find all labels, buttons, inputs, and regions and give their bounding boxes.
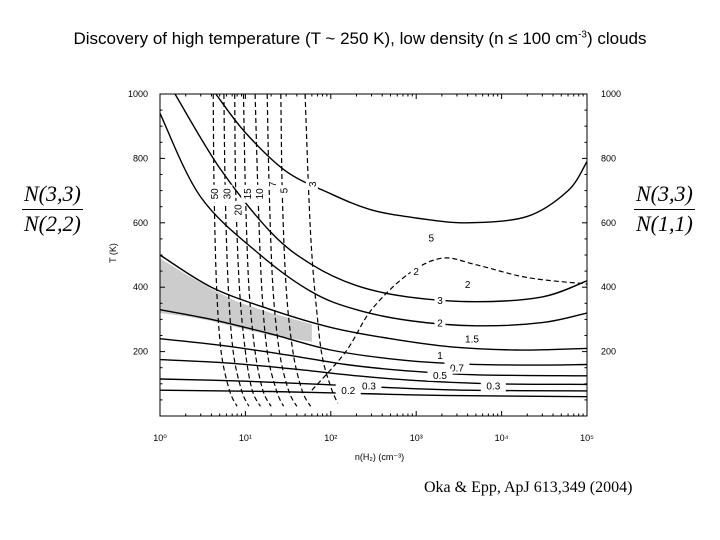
contour-label-bg-14 [434, 348, 446, 361]
title-text: Discovery of high temperature (T ~ 250 K… [73, 29, 579, 48]
dashed-contour-2 [234, 94, 261, 407]
solid-contour-1 [174, 94, 587, 303]
contour-label-bg-0 [208, 184, 221, 203]
contour-label-bg-16 [427, 368, 453, 381]
contour-label-bg-5 [266, 178, 279, 190]
x-tick-label-2: 10² [324, 433, 337, 443]
contour-label-bg-4 [253, 184, 266, 203]
contour-label-4: 10 [255, 188, 266, 200]
solid-contour-0 [215, 94, 587, 224]
contour-label-bg-11 [434, 294, 446, 307]
solid-contour-3 [160, 254, 587, 351]
dashed-contour-8 [311, 257, 587, 391]
contour-label-15: 0.7 [450, 364, 464, 375]
dashed-contour-4 [254, 94, 285, 407]
y-tick-label-right-0: 200 [601, 347, 616, 357]
dashed-contour-5 [266, 94, 298, 407]
contour-label-bg-6 [277, 185, 290, 197]
contour-label-5: 7 [268, 181, 279, 187]
dashed-contour-3 [242, 94, 272, 407]
contour-label-9: 2 [413, 267, 419, 278]
contour-label-bg-8 [425, 231, 437, 244]
y-tick-label-right-2: 600 [601, 218, 616, 228]
y-tick-label-left-4: 1000 [128, 89, 148, 99]
solid-contour-2 [160, 112, 587, 327]
y-tick-label-left-0: 200 [133, 347, 148, 357]
dashed-contour-1 [223, 94, 250, 407]
right-ratio-numerator: N(3,3) [634, 183, 695, 210]
contour-label-13: 1.5 [465, 335, 479, 346]
contour-label-bg-1 [220, 184, 233, 203]
contour-label-17: 0.3 [486, 381, 500, 392]
y-tick-label-left-3: 800 [133, 153, 148, 163]
contour-label-bg-3 [241, 184, 254, 203]
contour-label-bg-10 [462, 277, 474, 290]
citation: Oka & Epp, ApJ 613,349 (2004) [424, 479, 633, 496]
y-tick-label-right-4: 1000 [601, 89, 621, 99]
page-title: Discovery of high temperature (T ~ 250 K… [0, 29, 720, 49]
solid-contour-5 [160, 338, 587, 377]
contour-label-1: 30 [222, 188, 233, 200]
x-axis-label: n(H₂) (cm⁻³) [355, 452, 404, 462]
y-tick-label-left-2: 600 [133, 218, 148, 228]
title-end: ) clouds [586, 29, 647, 48]
contour-label-6: 5 [280, 187, 291, 193]
contour-label-14: 1 [437, 351, 443, 362]
left-ratio-denominator: N(2,2) [24, 211, 81, 236]
left-ratio-numerator: N(3,3) [22, 183, 83, 210]
contour-label-18: 0.3 [362, 381, 376, 392]
contour-label-bg-17 [480, 379, 506, 392]
y-tick-label-left-1: 400 [133, 282, 148, 292]
contour-label-bg-2 [231, 200, 244, 219]
right-ratio: N(3,3) N(1,1) [634, 183, 695, 235]
contour-label-0: 50 [210, 188, 221, 200]
left-ratio: N(3,3) N(2,2) [22, 183, 83, 235]
contour-label-11: 3 [437, 296, 443, 307]
contour-label-10: 2 [465, 280, 471, 291]
x-tick-label-1: 10¹ [239, 433, 252, 443]
contour-label-3: 15 [243, 188, 254, 200]
contour-label-8: 5 [428, 233, 434, 244]
dashed-contour-0 [212, 94, 238, 407]
title-superscript: -3 [578, 29, 587, 41]
contour-label-7: 3 [308, 181, 319, 187]
y-axis-label: T (K) [108, 243, 118, 263]
contour-label-bg-18 [356, 379, 382, 392]
contour-label-bg-7 [305, 178, 318, 190]
contour-label-bg-13 [459, 332, 485, 345]
dashed-contour-7 [304, 94, 339, 404]
contour-label-bg-12 [434, 316, 446, 329]
contour-label-12: 2 [437, 319, 443, 330]
y-tick-label-right-3: 800 [601, 153, 616, 163]
x-tick-label-5: 10⁵ [580, 433, 594, 443]
contour-label-bg-9 [410, 265, 422, 278]
x-tick-label-0: 10⁰ [153, 433, 167, 443]
y-tick-label-right-1: 400 [601, 282, 616, 292]
x-tick-label-4: 10⁴ [495, 433, 509, 443]
right-ratio-denominator: N(1,1) [636, 211, 693, 236]
contour-label-bg-19 [335, 384, 361, 397]
dashed-contour-6 [280, 94, 312, 407]
contour-label-16: 0.5 [433, 371, 447, 382]
shaded-region [160, 258, 312, 342]
contour-label-19: 0.2 [341, 386, 355, 397]
contour-label-2: 20 [234, 204, 245, 216]
x-tick-label-3: 10³ [410, 433, 423, 443]
